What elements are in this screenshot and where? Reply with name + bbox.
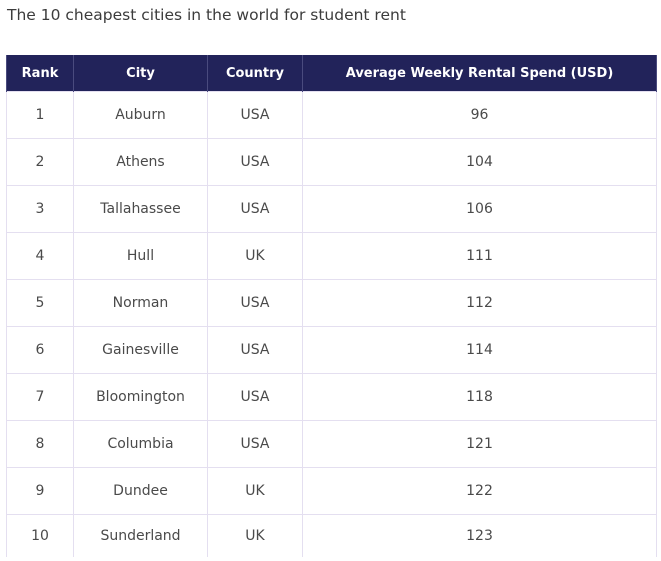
cell-city: Athens xyxy=(73,138,208,186)
table-row: 4 Hull UK 111 xyxy=(6,232,657,280)
header-country: Country xyxy=(207,55,303,92)
cell-country: USA xyxy=(207,185,303,233)
cell-rank: 9 xyxy=(6,467,74,515)
cell-rank: 10 xyxy=(6,514,74,557)
cell-weekly-spend: 123 xyxy=(302,514,657,557)
cell-rank: 4 xyxy=(6,232,74,280)
cell-weekly-spend: 104 xyxy=(302,138,657,186)
cell-city: Auburn xyxy=(73,91,208,139)
cell-weekly-spend: 111 xyxy=(302,232,657,280)
cell-weekly-spend: 112 xyxy=(302,279,657,327)
table-row: 5 Norman USA 112 xyxy=(6,279,657,327)
cell-weekly-spend: 96 xyxy=(302,91,657,139)
table-row: 8 Columbia USA 121 xyxy=(6,420,657,468)
cell-country: USA xyxy=(207,279,303,327)
cell-rank: 2 xyxy=(6,138,74,186)
table-row: 1 Auburn USA 96 xyxy=(6,91,657,139)
cell-weekly-spend: 114 xyxy=(302,326,657,374)
cell-country: USA xyxy=(207,138,303,186)
cell-city: Gainesville xyxy=(73,326,208,374)
table-row: 6 Gainesville USA 114 xyxy=(6,326,657,374)
cell-country: USA xyxy=(207,91,303,139)
cell-city: Hull xyxy=(73,232,208,280)
cell-city: Norman xyxy=(73,279,208,327)
cell-rank: 3 xyxy=(6,185,74,233)
table-row: 7 Bloomington USA 118 xyxy=(6,373,657,421)
cell-country: USA xyxy=(207,420,303,468)
cell-city: Bloomington xyxy=(73,373,208,421)
table-row: 3 Tallahassee USA 106 xyxy=(6,185,657,233)
table-row: 2 Athens USA 104 xyxy=(6,138,657,186)
cell-rank: 1 xyxy=(6,91,74,139)
rent-table: Rank City Country Average Weekly Rental … xyxy=(6,55,657,557)
cell-country: UK xyxy=(207,232,303,280)
cell-country: USA xyxy=(207,326,303,374)
cell-country: UK xyxy=(207,514,303,557)
cell-weekly-spend: 118 xyxy=(302,373,657,421)
header-rank: Rank xyxy=(6,55,74,92)
cell-city: Dundee xyxy=(73,467,208,515)
header-city: City xyxy=(73,55,208,92)
cell-country: USA xyxy=(207,373,303,421)
header-weekly-spend: Average Weekly Rental Spend (USD) xyxy=(302,55,657,92)
cell-city: Columbia xyxy=(73,420,208,468)
cell-city: Sunderland xyxy=(73,514,208,557)
table-header-row: Rank City Country Average Weekly Rental … xyxy=(6,55,657,92)
cell-weekly-spend: 106 xyxy=(302,185,657,233)
cell-country: UK xyxy=(207,467,303,515)
cell-rank: 5 xyxy=(6,279,74,327)
table-row: 9 Dundee UK 122 xyxy=(6,467,657,515)
cell-weekly-spend: 122 xyxy=(302,467,657,515)
cell-weekly-spend: 121 xyxy=(302,420,657,468)
page-title: The 10 cheapest cities in the world for … xyxy=(7,6,406,24)
cell-rank: 7 xyxy=(6,373,74,421)
table-row: 10 Sunderland UK 123 xyxy=(6,514,657,557)
cell-rank: 8 xyxy=(6,420,74,468)
cell-rank: 6 xyxy=(6,326,74,374)
cell-city: Tallahassee xyxy=(73,185,208,233)
